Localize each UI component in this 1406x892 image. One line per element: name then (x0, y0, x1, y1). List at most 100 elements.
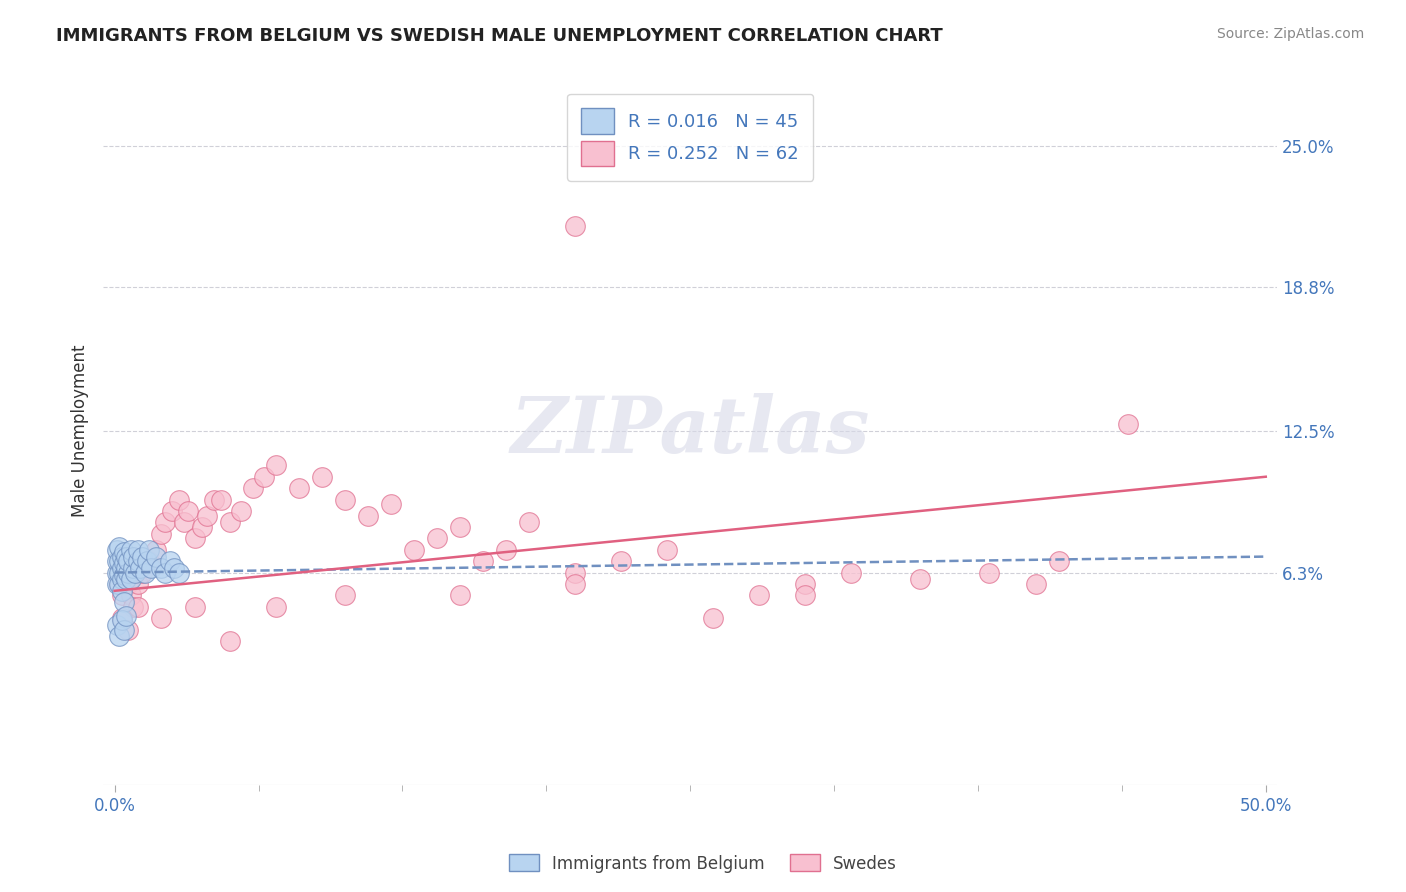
Point (449, 520, 471, 534)
Point (841, 566, 863, 580)
Point (264, 599, 287, 614)
Point (131, 549, 153, 564)
Point (110, 573, 132, 587)
Point (138, 554, 160, 568)
Point (117, 566, 139, 580)
Point (288, 481, 311, 495)
Point (110, 588, 132, 602)
Point (117, 554, 139, 568)
Point (145, 549, 167, 564)
Point (218, 634, 240, 648)
Point (127, 599, 149, 614)
Point (702, 611, 724, 625)
Point (108, 541, 131, 555)
Point (112, 545, 135, 559)
Point (105, 542, 128, 557)
Point (108, 566, 131, 580)
Point (472, 554, 495, 568)
Point (517, 516, 540, 530)
Point (115, 573, 138, 587)
Point (167, 492, 190, 507)
Text: ZIPatlas: ZIPatlas (510, 392, 870, 469)
Point (564, 219, 586, 233)
Point (253, 469, 276, 483)
Point (105, 618, 128, 632)
Point (110, 549, 132, 564)
Point (124, 566, 146, 580)
Point (112, 567, 135, 582)
Point (979, 566, 1001, 580)
Point (115, 561, 138, 575)
Point (110, 561, 132, 575)
Point (357, 508, 380, 523)
Point (149, 561, 172, 575)
Point (191, 520, 214, 534)
Point (124, 566, 146, 580)
Point (333, 492, 356, 507)
Point (141, 561, 163, 575)
Point (155, 566, 177, 580)
Point (131, 566, 153, 580)
Point (155, 516, 177, 530)
Point (794, 577, 817, 591)
Point (218, 516, 240, 530)
Point (105, 566, 128, 580)
Text: Source: ZipAtlas.com: Source: ZipAtlas.com (1216, 27, 1364, 41)
Legend: Immigrants from Belgium, Swedes: Immigrants from Belgium, Swedes (502, 847, 904, 880)
Point (311, 469, 333, 483)
Point (380, 497, 402, 511)
Point (202, 492, 225, 507)
Point (120, 588, 142, 602)
Point (184, 532, 207, 546)
Y-axis label: Male Unemployment: Male Unemployment (72, 345, 89, 517)
Point (184, 599, 207, 614)
Point (112, 557, 135, 571)
Point (149, 526, 172, 541)
Point (610, 554, 633, 568)
Point (449, 588, 471, 602)
Point (173, 516, 195, 530)
Point (112, 623, 135, 637)
Point (209, 492, 232, 507)
Point (129, 561, 152, 575)
Point (108, 577, 131, 591)
Point (120, 573, 142, 587)
Point (115, 566, 138, 580)
Point (145, 542, 167, 557)
Point (117, 623, 139, 637)
Point (110, 614, 132, 628)
Point (112, 595, 135, 609)
Point (1116, 417, 1139, 432)
Point (495, 542, 517, 557)
Point (402, 542, 425, 557)
Point (120, 542, 142, 557)
Legend: R = 0.016   N = 45, R = 0.252   N = 62: R = 0.016 N = 45, R = 0.252 N = 62 (567, 94, 814, 181)
Point (1025, 577, 1047, 591)
Point (112, 577, 135, 591)
Point (127, 542, 149, 557)
Point (110, 583, 132, 598)
Point (167, 566, 190, 580)
Point (333, 588, 356, 602)
Point (159, 554, 181, 568)
Point (138, 542, 160, 557)
Point (231, 504, 253, 518)
Point (110, 611, 132, 625)
Point (115, 549, 138, 564)
Point (794, 588, 817, 602)
Point (122, 549, 145, 564)
Point (108, 630, 131, 644)
Point (242, 481, 264, 495)
Point (122, 599, 145, 614)
Point (122, 561, 145, 575)
Point (108, 554, 131, 568)
Point (127, 554, 149, 568)
Point (564, 577, 586, 591)
Point (1047, 554, 1070, 568)
Point (105, 577, 128, 591)
Point (149, 611, 172, 625)
Point (748, 588, 770, 602)
Point (134, 566, 156, 580)
Point (117, 577, 139, 591)
Point (163, 561, 186, 575)
